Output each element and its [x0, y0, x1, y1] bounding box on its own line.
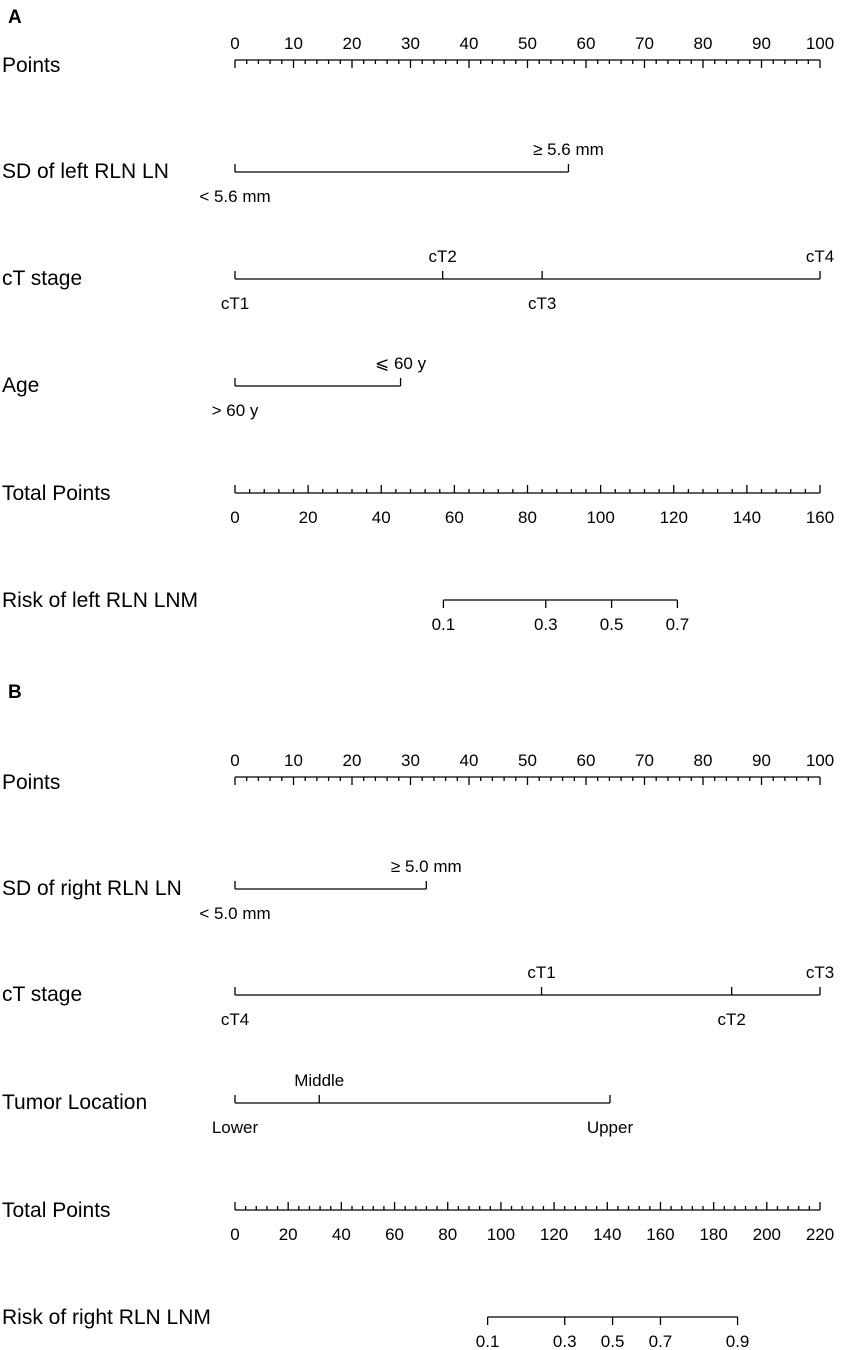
level-label: cT3	[806, 963, 834, 982]
row-label: cT stage	[2, 267, 82, 290]
tick-label: 120	[540, 1225, 568, 1244]
row-label: cT stage	[2, 983, 82, 1006]
level-label: > 60 y	[212, 401, 259, 420]
tick-label: 60	[577, 34, 596, 53]
tick-label: 40	[372, 508, 391, 527]
level-label: cT2	[717, 1010, 745, 1029]
tick-label: 60	[445, 508, 464, 527]
nomogram-row-variable: Age > 60 y ⩽ 60 y	[2, 354, 427, 420]
level-label: Lower	[212, 1118, 259, 1137]
risk-tick-label: 0.1	[432, 615, 456, 634]
nomogram-panel-b: B Points 0 10 20 30 40 50 60 70 80 90 100 SD of right…	[2, 682, 834, 1350]
risk-tick-label: 0.9	[726, 1332, 750, 1350]
tick-label: 40	[460, 34, 479, 53]
tick-label: 30	[401, 34, 420, 53]
nomogram-row-risk: Risk of right RLN LNM 0.1 0.3 0.5 0.7 0.9	[2, 1306, 749, 1350]
level-label: cT2	[429, 247, 457, 266]
level-label: cT3	[528, 294, 556, 313]
level-label: ≥ 5.6 mm	[533, 140, 604, 159]
risk-tick-label: 0.5	[600, 615, 624, 634]
level-label: < 5.0 mm	[199, 904, 270, 923]
tick-label: 40	[460, 751, 479, 770]
tick-label: 140	[593, 1225, 621, 1244]
tick-label: 70	[635, 751, 654, 770]
row-label: Risk of left RLN LNM	[2, 589, 198, 612]
level-label: cT1	[221, 294, 249, 313]
tick-label: 20	[343, 751, 362, 770]
risk-tick-label: 0.3	[553, 1332, 577, 1350]
tick-label: 0	[230, 1225, 239, 1244]
row-label: SD of right RLN LN	[2, 877, 182, 900]
risk-tick-label: 0.3	[534, 615, 558, 634]
row-label: Risk of right RLN LNM	[2, 1306, 211, 1329]
tick-label: 20	[299, 508, 318, 527]
nomogram-row-variable: SD of right RLN LN < 5.0 mm ≥ 5.0 mm	[2, 857, 462, 923]
tick-label: 90	[752, 34, 771, 53]
tick-label: 180	[699, 1225, 727, 1244]
tick-label: 80	[438, 1225, 457, 1244]
tick-label: 50	[518, 34, 537, 53]
level-label: < 5.6 mm	[199, 187, 270, 206]
nomogram-panel-a: A Points 0 10 20 30 40 50 60 70 80 90 100 SD of left …	[2, 7, 834, 634]
tick-label: 80	[694, 751, 713, 770]
row-label: Total Points	[2, 482, 111, 505]
row-label: SD of left RLN LN	[2, 160, 169, 183]
tick-label: 120	[660, 508, 688, 527]
nomogram-row-points: Points 0 10 20 30 40 50 60 70 80 90 100	[2, 751, 834, 794]
risk-tick-label: 0.7	[666, 615, 690, 634]
risk-tick-label: 0.5	[601, 1332, 625, 1350]
tick-label: 40	[332, 1225, 351, 1244]
tick-label: 100	[806, 34, 834, 53]
tick-label: 70	[635, 34, 654, 53]
panel-letter: A	[8, 7, 22, 28]
level-label: cT1	[527, 963, 555, 982]
level-label: Upper	[587, 1118, 634, 1137]
row-label: Total Points	[2, 1199, 111, 1222]
tick-label: 160	[646, 1225, 674, 1244]
tick-label: 0	[230, 508, 239, 527]
tick-label: 0	[230, 34, 239, 53]
risk-tick-label: 0.7	[649, 1332, 673, 1350]
row-label: Tumor Location	[2, 1091, 147, 1114]
level-label: Middle	[294, 1071, 344, 1090]
tick-label: 100	[586, 508, 614, 527]
tick-label: 60	[577, 751, 596, 770]
nomogram-row-variable: Tumor Location Lower Middle Upper	[2, 1071, 633, 1137]
level-label: cT4	[221, 1010, 249, 1029]
tick-label: 100	[487, 1225, 515, 1244]
panel-letter: B	[8, 682, 22, 703]
tick-label: 80	[518, 508, 537, 527]
tick-label: 10	[284, 751, 303, 770]
tick-label: 200	[753, 1225, 781, 1244]
tick-label: 20	[343, 34, 362, 53]
tick-label: 100	[806, 751, 834, 770]
nomogram-row-variable: cT stage cT1 cT2 cT3 cT4	[2, 247, 834, 313]
level-label: cT4	[806, 247, 834, 266]
nomogram-row-total: Total Points 0 20 40 60 80 100 120 140 160	[2, 482, 834, 527]
tick-label: 30	[401, 751, 420, 770]
nomogram-row-points: Points 0 10 20 30 40 50 60 70 80 90 100	[2, 34, 834, 77]
tick-label: 60	[385, 1225, 404, 1244]
level-label: ⩽ 60 y	[375, 354, 427, 373]
row-label: Age	[2, 374, 39, 397]
tick-label: 140	[733, 508, 761, 527]
tick-label: 90	[752, 751, 771, 770]
tick-label: 20	[279, 1225, 298, 1244]
nomogram-row-variable: SD of left RLN LN < 5.6 mm ≥ 5.6 mm	[2, 140, 604, 206]
row-label: Points	[2, 54, 60, 77]
level-label: ≥ 5.0 mm	[391, 857, 462, 876]
tick-label: 10	[284, 34, 303, 53]
tick-label: 220	[806, 1225, 834, 1244]
nomogram-row-variable: cT stage cT4 cT1 cT2 cT3	[2, 963, 834, 1029]
risk-tick-label: 0.1	[476, 1332, 500, 1350]
tick-label: 50	[518, 751, 537, 770]
tick-label: 0	[230, 751, 239, 770]
row-label: Points	[2, 771, 60, 794]
nomogram-row-total: Total Points 0 20 40 60 80 100 120 140 160 180 200 2…	[2, 1199, 834, 1244]
tick-label: 160	[806, 508, 834, 527]
tick-label: 80	[694, 34, 713, 53]
nomogram-row-risk: Risk of left RLN LNM 0.1 0.3 0.5 0.7	[2, 589, 689, 634]
